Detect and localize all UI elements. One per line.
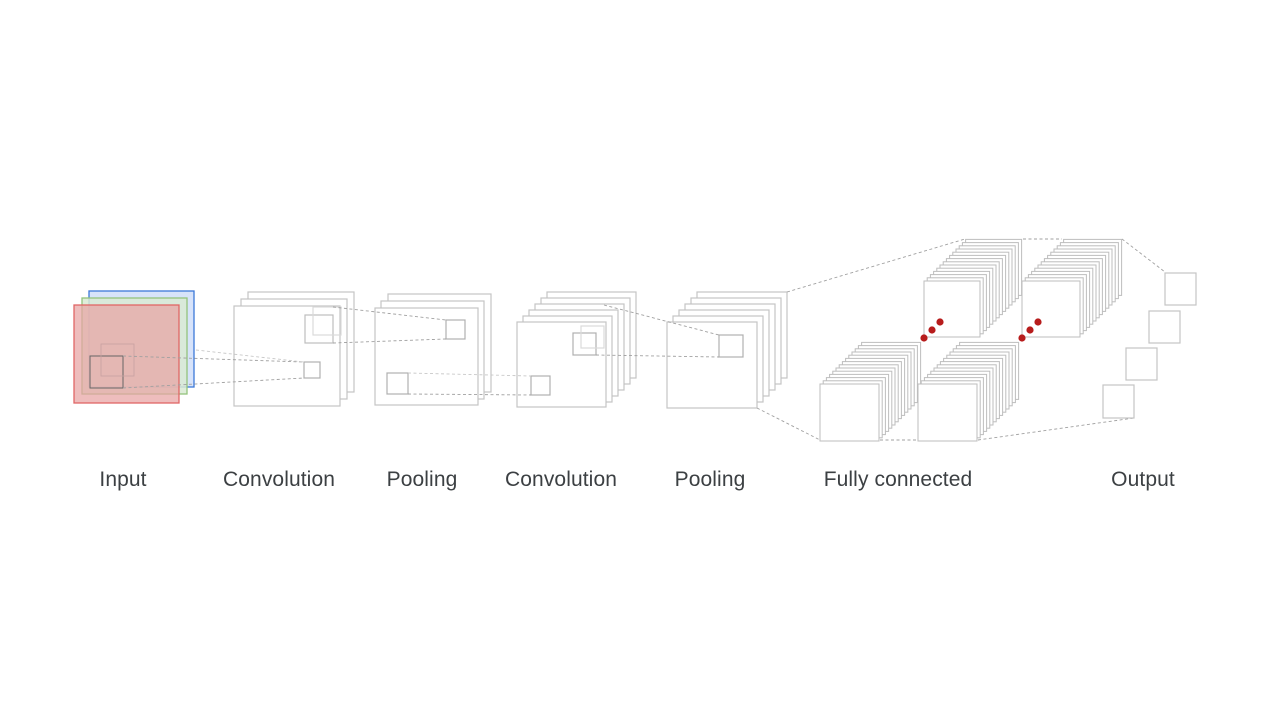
fc-stack-bottom-right: [917, 341, 1020, 442]
pooling-1-feature-maps: [374, 293, 492, 406]
connector-conv1-pool1-top: [332, 306, 447, 321]
connector-conv1-pool1-bottom: [332, 338, 447, 344]
label-convolution-1: Convolution: [222, 468, 336, 491]
label-convolution-2: Convolution: [504, 468, 618, 491]
fc-dot-1c: [936, 318, 944, 326]
label-input: Input: [99, 468, 147, 491]
pooling-2-feature-maps: [666, 291, 788, 409]
fully-connected-ellipsis-dots: [920, 318, 1042, 342]
conv2-pool-window-back: [580, 325, 605, 349]
fc-dot-2a: [1018, 334, 1026, 342]
label-pooling-1: Pooling: [386, 468, 458, 491]
fc-stack-bottom-left: [819, 341, 922, 442]
conv2-pool-window: [572, 332, 597, 356]
connector-fc-output-top: [1121, 238, 1166, 273]
input-receptive-field: [89, 355, 124, 389]
output-node-2: [1148, 310, 1181, 344]
fc-dot-1b: [928, 326, 936, 334]
connector-input-conv1-bottom: [122, 377, 305, 389]
input-red-channel: [73, 304, 180, 404]
output-node-4: [1102, 384, 1135, 419]
conv2-filter-window: [530, 375, 551, 396]
conv1-pool-window-back: [312, 306, 342, 336]
fc-dot-2c: [1034, 318, 1042, 326]
conv2-map-front: [516, 321, 607, 408]
pool1-map-front: [374, 307, 479, 406]
label-fully-connected: Fully connected: [823, 468, 973, 491]
fc-stack-bottom-left-layer: [819, 383, 880, 442]
connector-pool1-conv2-bottom: [407, 393, 532, 396]
output-node-1: [1164, 272, 1197, 306]
fc-stack-top-left: [923, 238, 1023, 338]
fc-dot-2b: [1026, 326, 1034, 334]
fc-stack-top-right: [1021, 238, 1123, 338]
fc-stack-bottom-right-layer: [917, 383, 978, 442]
pool2-pooled-cell: [718, 334, 744, 358]
connector-input-conv1-top: [122, 355, 305, 363]
connector-conv2-pool2-top: [603, 304, 720, 336]
pool1-filter-window: [386, 372, 409, 395]
connector-conv2-pool2-bottom: [595, 354, 720, 358]
convolution-1-feature-maps: [233, 291, 355, 407]
layer-connectors: [122, 238, 1166, 441]
pool2-map-front: [666, 321, 758, 409]
input-receptive-field-shadow: [100, 343, 135, 377]
connector-pool2-fc-bottom: [756, 407, 821, 441]
connector-input-conv1-top-back: [195, 349, 305, 363]
output-node-3: [1125, 347, 1158, 381]
output-nodes: [1102, 272, 1197, 419]
conv1-pool-window: [304, 314, 334, 344]
input-image-stack: [73, 290, 195, 404]
fully-connected-stacks: [819, 238, 1123, 442]
connector-fc-output-bottom: [977, 417, 1135, 441]
connector-pool2-fc-top: [786, 238, 966, 293]
fc-dot-1a: [920, 334, 928, 342]
conv1-map-front: [233, 305, 341, 407]
pool1-pooled-cell: [445, 319, 466, 340]
conv1-filter-window: [303, 361, 321, 379]
connector-pool1-conv2-top: [407, 372, 532, 377]
convolution-2-feature-maps: [516, 291, 637, 408]
label-output: Output: [1111, 468, 1175, 491]
label-pooling-2: Pooling: [674, 468, 746, 491]
